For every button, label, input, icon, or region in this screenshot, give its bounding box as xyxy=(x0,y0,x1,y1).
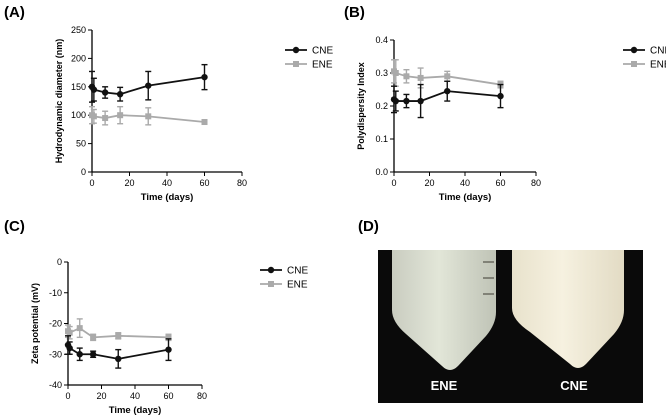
data-point-cne xyxy=(101,89,109,96)
data-point-ene xyxy=(403,73,410,80)
data-point-cne xyxy=(89,351,97,358)
x-axis-label: Time (days) xyxy=(439,192,492,203)
y-tick-label: 0.2 xyxy=(375,101,388,111)
data-point-ene xyxy=(90,113,97,120)
x-tick-label: 40 xyxy=(130,391,140,401)
tube-ene-graduations xyxy=(483,261,494,295)
tube-cne xyxy=(512,250,624,368)
data-point-ene xyxy=(201,119,208,126)
x-tick-label: 40 xyxy=(460,178,470,188)
data-point-ene xyxy=(90,334,97,341)
data-point-cne xyxy=(116,90,124,98)
y-tick-label: 0.0 xyxy=(375,167,388,177)
tube-ene-label: ENE xyxy=(431,378,458,393)
panel-label-c: (C) xyxy=(4,218,25,235)
y-tick-label: -40 xyxy=(49,380,62,390)
x-tick-label: 0 xyxy=(65,391,70,401)
y-axis-label: Zeta potential (mV) xyxy=(30,283,40,364)
y-tick-label: -30 xyxy=(49,349,62,359)
x-tick-label: 0 xyxy=(89,178,94,188)
data-point-ene xyxy=(117,112,124,119)
x-tick-label: 80 xyxy=(197,391,207,401)
legend-marker-ene xyxy=(268,281,274,287)
tube-ene xyxy=(392,250,496,370)
chart-polydispersity-index: 0.0 0.1 0.2 0.3 0.4 0 20 40 60 80 Time (days) Polyd… xyxy=(356,35,666,203)
y-tick-label: 0.1 xyxy=(375,134,388,144)
legend-label-ene: ENE xyxy=(650,60,666,71)
legend-marker-cne xyxy=(630,46,638,54)
legend-label-cne: CNE xyxy=(312,46,333,57)
x-axis-label: Time (days) xyxy=(141,192,194,203)
chart-hydrodynamic-diameter: 0 50 100 150 200 250 0 20 40 60 80 Time (days) Hydro… xyxy=(54,25,333,203)
y-tick-label: -20 xyxy=(49,319,62,329)
y-tick-label: 100 xyxy=(71,110,86,120)
y-tick-label: 0.4 xyxy=(375,35,388,45)
data-point-ene xyxy=(145,113,152,120)
tube-photo: ENE CNE xyxy=(378,250,643,403)
legend-label-cne: CNE xyxy=(650,46,666,57)
y-tick-label: 0 xyxy=(81,167,86,177)
legend-marker-ene xyxy=(293,61,299,67)
legend-label-cne: CNE xyxy=(287,266,308,277)
data-point-cne xyxy=(403,97,410,105)
x-tick-label: 40 xyxy=(162,178,172,188)
y-axis-label: Hydrodynamic diameter (nm) xyxy=(54,39,64,164)
data-point-ene xyxy=(165,334,172,341)
data-point-cne xyxy=(201,73,208,81)
x-tick-label: 20 xyxy=(124,178,134,188)
x-axis-label: Time (days) xyxy=(109,405,162,416)
panel-label-a: (A) xyxy=(4,4,25,21)
data-point-cne xyxy=(392,97,399,105)
x-tick-label: 80 xyxy=(237,178,247,188)
data-point-cne xyxy=(76,351,83,358)
chart-zeta-potential: -40 -30 -20 -10 0 0 20 40 60 80 Time (days) Zeta po… xyxy=(30,257,308,416)
data-point-ene xyxy=(102,115,109,122)
x-tick-label: 20 xyxy=(96,391,106,401)
panel-label-d: (D) xyxy=(358,218,379,235)
data-point-ene xyxy=(66,329,73,336)
panel-label-b: (B) xyxy=(344,4,365,21)
data-point-cne xyxy=(444,87,451,95)
y-tick-label: 150 xyxy=(71,82,86,92)
legend-marker-cne xyxy=(292,46,300,54)
x-tick-label: 60 xyxy=(163,391,173,401)
y-tick-label: 250 xyxy=(71,25,86,35)
legend-label-ene: ENE xyxy=(312,60,333,71)
data-point-cne xyxy=(66,344,73,352)
data-point-cne xyxy=(145,82,152,89)
y-tick-label: 50 xyxy=(76,139,86,149)
x-tick-label: 20 xyxy=(424,178,434,188)
y-tick-label: 0.3 xyxy=(375,68,388,78)
data-point-ene xyxy=(115,332,122,339)
x-tick-label: 80 xyxy=(531,178,541,188)
y-tick-label: 0 xyxy=(57,257,62,267)
x-tick-label: 0 xyxy=(391,178,396,188)
x-tick-label: 60 xyxy=(199,178,209,188)
data-point-ene xyxy=(417,74,424,81)
y-tick-label: -10 xyxy=(49,288,62,298)
data-point-ene xyxy=(76,325,83,332)
data-point-cne xyxy=(90,86,98,93)
data-point-cne xyxy=(115,355,122,363)
legend-marker-ene xyxy=(631,61,637,67)
data-point-ene xyxy=(392,70,399,76)
y-axis-label: Polydispersity Index xyxy=(356,62,366,150)
data-point-ene xyxy=(444,73,451,80)
data-point-cne xyxy=(165,346,172,353)
data-point-cne xyxy=(417,97,424,105)
tube-cne-label: CNE xyxy=(560,378,588,393)
y-tick-label: 200 xyxy=(71,53,86,63)
data-point-cne xyxy=(497,92,504,100)
legend-label-ene: ENE xyxy=(287,280,308,291)
legend-marker-cne xyxy=(267,266,275,274)
x-tick-label: 60 xyxy=(495,178,505,188)
